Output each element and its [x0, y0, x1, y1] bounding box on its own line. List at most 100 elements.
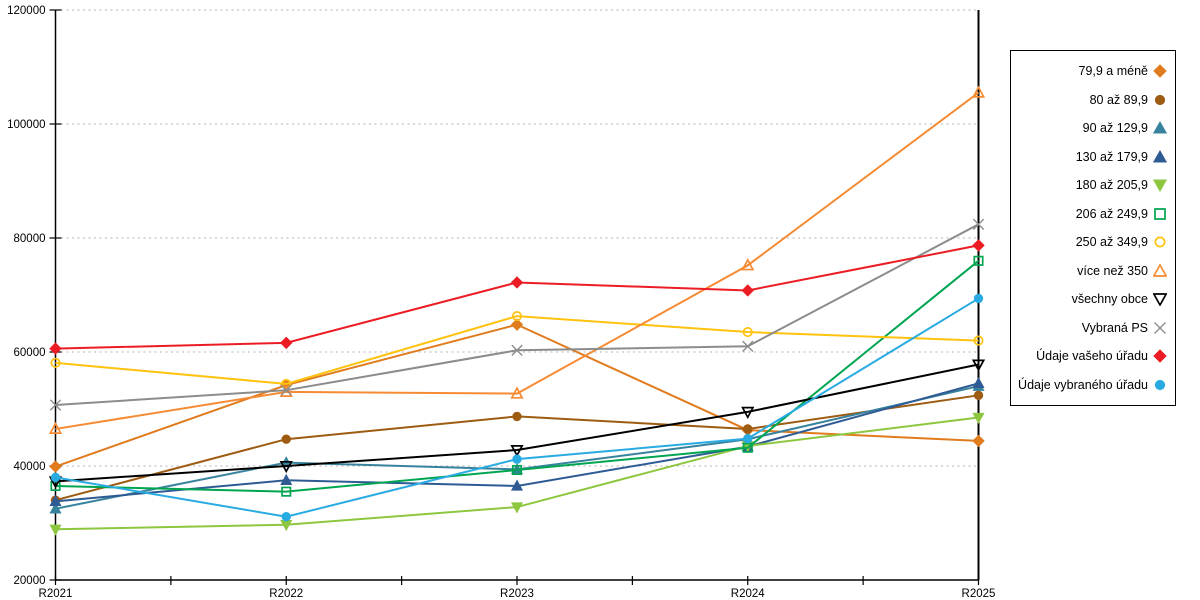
series-line-6 — [55, 260, 980, 493]
marker-diamond — [49, 342, 62, 355]
legend-circle-icon — [1154, 94, 1166, 105]
series-line-9 — [55, 363, 979, 483]
legend-label: 206 až 249,9 — [1075, 206, 1148, 221]
marker-circle — [281, 512, 291, 522]
legend-triangle-down-icon — [1153, 293, 1167, 307]
marker-triangle-up — [741, 258, 755, 271]
marker-circle — [743, 433, 753, 444]
marker-diamond — [280, 336, 293, 350]
legend-label: Údaje vybraného úřadu — [1018, 377, 1148, 392]
marker-triangle-up — [280, 473, 293, 485]
marker-circle — [281, 434, 291, 444]
legend-item: 80 až 89,9 — [1015, 89, 1167, 111]
x-tick-label: R2021 — [39, 588, 73, 600]
legend-item: více než 350 — [1015, 260, 1167, 282]
legend-triangle-down-icon — [1153, 179, 1167, 193]
marker-circle — [973, 293, 984, 304]
legend-label: 250 až 349,9 — [1075, 235, 1148, 250]
y-tick-label: 20000 — [14, 575, 46, 587]
legend-item: všechny obce — [1015, 288, 1167, 310]
y-tick-label: 40000 — [14, 461, 46, 473]
legend-item: 180 až 205,9 — [1015, 174, 1167, 196]
legend-x-icon — [1154, 321, 1166, 334]
marker-triangle-up — [510, 386, 524, 399]
legend-circle-icon — [1154, 379, 1166, 390]
marker-diamond — [972, 239, 985, 252]
legend-label: 90 až 129,9 — [1082, 121, 1148, 136]
legend-circle-icon — [1154, 236, 1166, 248]
x-tick-label: R2022 — [269, 588, 303, 600]
marker-circle — [742, 326, 753, 338]
legend-item: Údaje vašeho úřadu — [1015, 345, 1167, 367]
legend-item: 130 až 179,9 — [1015, 146, 1167, 168]
marker-circle — [512, 411, 522, 422]
marker-circle — [743, 424, 753, 434]
marker-x — [972, 218, 985, 231]
marker-circle — [511, 311, 523, 322]
marker-triangle-down — [510, 444, 524, 458]
marker-triangle-down — [279, 460, 293, 474]
marker-triangle-down — [972, 412, 985, 424]
marker-diamond — [510, 276, 524, 289]
legend-item: 206 až 249,9 — [1015, 203, 1167, 225]
marker-diamond — [510, 318, 524, 331]
legend-triangle-up-icon — [1153, 263, 1167, 277]
legend-label: 80 až 89,9 — [1089, 92, 1148, 107]
marker-circle — [50, 472, 61, 483]
x-tick-label: R2024 — [731, 588, 765, 600]
marker-diamond — [741, 284, 754, 297]
marker-triangle-up — [971, 85, 986, 98]
marker-diamond — [49, 460, 62, 473]
legend-label: všechny obce — [1071, 292, 1148, 307]
legend-triangle-up-icon — [1153, 149, 1167, 163]
marker-x — [511, 344, 523, 356]
marker-circle — [973, 390, 984, 401]
y-tick-label: 120000 — [7, 5, 45, 17]
marker-x — [280, 384, 292, 396]
legend-item: Vybraná PS — [1015, 317, 1167, 339]
marker-diamond — [972, 434, 985, 448]
series-line-7 — [55, 315, 979, 385]
chart-legend: 79,9 a méně 80 až 89,9 90 až 129,9 130 až 1… — [1010, 50, 1176, 406]
marker-triangle-up — [972, 376, 985, 389]
legend-triangle-up-icon — [1153, 121, 1167, 134]
marker-square — [973, 255, 984, 266]
legend-item: 79,9 a méně — [1015, 60, 1167, 82]
legend-label: Vybraná PS — [1081, 320, 1148, 335]
legend-diamond-icon — [1153, 64, 1167, 78]
marker-circle — [973, 335, 984, 346]
y-tick-label: 60000 — [14, 347, 46, 359]
marker-x — [49, 399, 62, 411]
marker-triangle-down — [510, 502, 524, 514]
x-tick-label: R2023 — [500, 588, 534, 600]
marker-triangle-down — [971, 359, 986, 372]
x-tick-label: R2025 — [962, 588, 996, 600]
legend-item: 90 až 129,9 — [1015, 117, 1167, 139]
legend-label: 79,9 a méně — [1078, 64, 1149, 79]
marker-triangle-down — [741, 406, 755, 420]
marker-triangle-up — [49, 502, 62, 514]
series-line-10 — [55, 223, 979, 407]
legend-label: více než 350 — [1077, 263, 1148, 278]
legend-square-icon — [1154, 207, 1166, 220]
series-line-8 — [55, 91, 980, 430]
marker-triangle-up — [48, 421, 63, 434]
legend-label: 130 až 179,9 — [1075, 149, 1148, 164]
marker-square — [511, 464, 523, 476]
legend-label: Údaje vašeho úřadu — [1036, 349, 1148, 364]
marker-triangle-up — [49, 494, 62, 507]
legend-label: 180 až 205,9 — [1075, 178, 1148, 193]
legend-diamond-icon — [1153, 349, 1167, 363]
marker-circle — [512, 454, 522, 464]
legend-item: Údaje vybraného úřadu — [1015, 374, 1167, 396]
marker-square — [281, 486, 292, 497]
marker-circle — [50, 357, 61, 368]
y-tick-label: 100000 — [7, 119, 45, 131]
marker-triangle-down — [49, 524, 62, 536]
marker-triangle-up — [510, 479, 524, 491]
legend-item: 250 až 349,9 — [1015, 231, 1167, 253]
marker-square — [742, 442, 753, 453]
marker-x — [742, 340, 754, 352]
